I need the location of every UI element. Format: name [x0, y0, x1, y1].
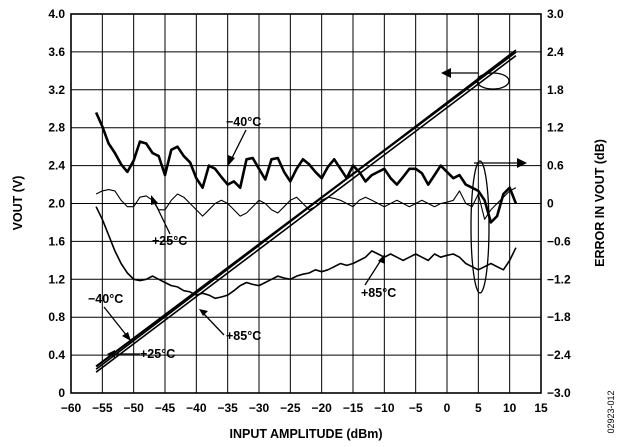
x-tick-label: 0 — [444, 401, 451, 415]
y-left-tick-label: 4.0 — [48, 7, 65, 21]
x-tick-label: −60 — [61, 401, 82, 415]
x-tick-label: −20 — [311, 401, 332, 415]
plot-frame — [70, 13, 542, 394]
y-right-tick-label: 2.4 — [547, 45, 564, 59]
y-right-tick-label: −2.4 — [547, 348, 571, 362]
y-right-tick-label: 1.2 — [547, 121, 564, 135]
label-pos85c-vout: +85°C — [226, 329, 261, 343]
label-neg40c-vout: −40°C — [88, 292, 123, 306]
y-left-tick-label: 0.8 — [48, 310, 65, 324]
y-left-tick-label: 2.8 — [48, 121, 65, 135]
leader-pos85-error-head — [378, 254, 385, 264]
y-right-tick-label: −0.6 — [547, 234, 571, 248]
error-indicator-ellipse — [470, 160, 490, 294]
y-left-tick-label: 0 — [58, 386, 65, 400]
x-tick-label: 10 — [503, 401, 517, 415]
y-left-tick-label: 1.6 — [48, 234, 65, 248]
gridlines — [71, 14, 541, 393]
vout-series-line — [95, 55, 517, 373]
leader-pos25-error — [153, 200, 171, 235]
label-pos25c-error: +25°C — [152, 234, 187, 248]
x-tick-label: −45 — [155, 401, 176, 415]
y-right-tick-label: −1.2 — [547, 272, 571, 286]
y-right-tick-label: −1.8 — [547, 310, 571, 324]
leader-pos85-error — [364, 259, 382, 286]
y-left-tick-label: 3.2 — [48, 83, 65, 97]
x-tick-label: −10 — [374, 401, 395, 415]
y-right-tick-labels: −3.0 −2.4 −1.8 −1.2 −0.6 0 0.6 1.2 1.8 2.4 3.0 — [547, 7, 571, 400]
leader-neg40-error — [230, 129, 247, 161]
x-axis-title: INPUT AMPLITUDE (dBm) — [230, 427, 383, 441]
leader-neg40-vout — [103, 306, 128, 337]
y-left-tick-label: 0.4 — [48, 348, 65, 362]
x-tick-label: −25 — [280, 401, 301, 415]
leader-pos25-vout-head — [107, 350, 115, 358]
x-tick-label: −40 — [186, 401, 207, 415]
label-pos25c-vout: +25°C — [140, 347, 175, 361]
vout-arrowhead — [441, 68, 451, 78]
label-pos85c-error: +85°C — [361, 286, 396, 300]
error-series-line — [95, 206, 517, 300]
y-right-tick-label: 1.8 — [547, 83, 564, 97]
vout-indicator-ellipse — [476, 72, 510, 90]
x-tick-label: −35 — [217, 401, 238, 415]
x-tick-labels: −60 −55 −50 −45 −40 −35 −30 −25 −20 −15 −10 −5 0 5 10 1… — [61, 401, 548, 415]
leader-neg40-error-head — [228, 155, 235, 166]
y-right-tick-label: 0 — [547, 197, 554, 211]
x-tick-label: 15 — [534, 401, 548, 415]
y-left-tick-label: 3.6 — [48, 45, 65, 59]
y-left-tick-label: 2.4 — [48, 159, 65, 173]
leader-pos25-error-head — [151, 195, 158, 205]
y-right-tick-label: 3.0 — [547, 7, 564, 21]
figure-code: 02923-012 — [606, 390, 616, 433]
error-arrowhead — [517, 158, 527, 168]
leader-pos85-vout — [203, 313, 225, 336]
vout-series-line — [95, 49, 517, 370]
x-tick-label: −30 — [249, 401, 270, 415]
x-tick-label: −55 — [92, 401, 113, 415]
x-tick-label: −50 — [123, 401, 144, 415]
y-right-tick-label: 0.6 — [547, 159, 564, 173]
error-series-line — [95, 187, 517, 220]
error-series-line — [94, 111, 518, 224]
annotation-layer: −40°C +25°C +85°C −40°C +85°C +25°C — [88, 68, 527, 361]
y-left-tick-label: 2.0 — [48, 197, 65, 211]
label-neg40c-error: −40°C — [226, 115, 261, 129]
y-right-tick-label: −3.0 — [547, 386, 571, 400]
leader-pos85-vout-head — [199, 309, 208, 316]
x-tick-label: −15 — [343, 401, 364, 415]
y-left-tick-label: 1.2 — [48, 272, 65, 286]
y-right-axis-title: ERROR IN VOUT (dB) — [593, 139, 607, 267]
y-left-axis-title: VOUT (V) — [11, 176, 25, 231]
x-tick-label: −5 — [409, 401, 423, 415]
leader-neg40-vout-head — [122, 332, 131, 341]
x-tick-label: 5 — [475, 401, 482, 415]
y-left-tick-labels: 0 0.4 0.8 1.2 1.6 2.0 2.4 2.8 3.2 3.6 4.0 — [48, 7, 65, 400]
series-layer — [94, 49, 518, 373]
